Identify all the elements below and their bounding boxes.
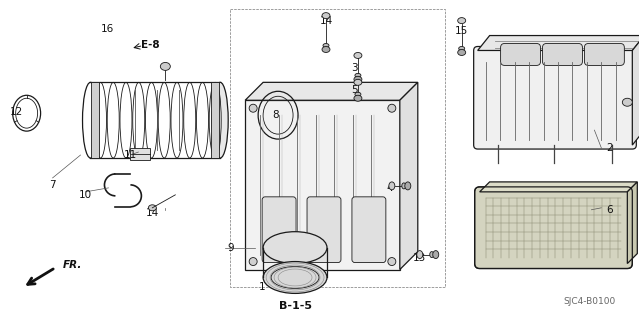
Text: 6: 6 bbox=[606, 205, 612, 215]
FancyBboxPatch shape bbox=[474, 47, 636, 149]
Text: 8: 8 bbox=[272, 110, 278, 120]
FancyBboxPatch shape bbox=[500, 43, 541, 65]
Text: 13: 13 bbox=[413, 253, 426, 263]
FancyBboxPatch shape bbox=[262, 197, 296, 263]
Ellipse shape bbox=[354, 76, 362, 82]
Ellipse shape bbox=[354, 79, 362, 85]
Polygon shape bbox=[632, 35, 640, 145]
Ellipse shape bbox=[354, 52, 362, 58]
Ellipse shape bbox=[459, 47, 465, 50]
Ellipse shape bbox=[148, 205, 156, 211]
Text: 16: 16 bbox=[101, 24, 114, 33]
Ellipse shape bbox=[212, 82, 228, 158]
Text: FR.: FR. bbox=[63, 260, 82, 270]
Polygon shape bbox=[400, 82, 418, 270]
FancyBboxPatch shape bbox=[307, 197, 341, 263]
Ellipse shape bbox=[263, 232, 327, 263]
Text: 5: 5 bbox=[351, 85, 358, 95]
Ellipse shape bbox=[388, 257, 396, 265]
Ellipse shape bbox=[458, 49, 466, 56]
Bar bbox=[245, 100, 400, 270]
Ellipse shape bbox=[354, 95, 362, 101]
Text: SJC4-B0100: SJC4-B0100 bbox=[563, 297, 616, 306]
Text: 14: 14 bbox=[319, 16, 333, 26]
Ellipse shape bbox=[161, 63, 170, 70]
Ellipse shape bbox=[458, 18, 466, 24]
Ellipse shape bbox=[355, 92, 361, 96]
Ellipse shape bbox=[622, 98, 632, 106]
Polygon shape bbox=[627, 182, 637, 263]
Text: 4: 4 bbox=[387, 183, 393, 193]
Text: 12: 12 bbox=[10, 107, 23, 117]
FancyBboxPatch shape bbox=[475, 187, 632, 269]
Ellipse shape bbox=[323, 43, 329, 48]
Bar bbox=[131, 148, 150, 160]
Ellipse shape bbox=[417, 251, 423, 259]
Ellipse shape bbox=[249, 104, 257, 112]
Ellipse shape bbox=[249, 257, 257, 265]
Text: 11: 11 bbox=[124, 150, 137, 160]
Text: 3: 3 bbox=[351, 63, 358, 73]
FancyBboxPatch shape bbox=[352, 197, 386, 263]
Ellipse shape bbox=[355, 73, 361, 78]
FancyBboxPatch shape bbox=[584, 43, 625, 65]
Polygon shape bbox=[245, 82, 418, 100]
Ellipse shape bbox=[322, 13, 330, 19]
Text: 15: 15 bbox=[455, 26, 468, 35]
Polygon shape bbox=[479, 182, 637, 192]
FancyBboxPatch shape bbox=[543, 43, 582, 65]
Text: 14: 14 bbox=[146, 208, 159, 218]
Text: 10: 10 bbox=[79, 190, 92, 200]
Ellipse shape bbox=[322, 47, 330, 52]
Ellipse shape bbox=[433, 251, 439, 259]
Text: 7: 7 bbox=[49, 180, 56, 190]
Polygon shape bbox=[477, 35, 640, 50]
Bar bbox=[211, 82, 220, 158]
Ellipse shape bbox=[430, 252, 434, 257]
Bar bbox=[92, 82, 99, 158]
Text: B-1-5: B-1-5 bbox=[278, 301, 312, 311]
Bar bbox=[230, 9, 445, 287]
Ellipse shape bbox=[405, 182, 411, 190]
Ellipse shape bbox=[263, 262, 327, 293]
Ellipse shape bbox=[402, 183, 406, 189]
Text: 2: 2 bbox=[606, 143, 612, 153]
Ellipse shape bbox=[388, 104, 396, 112]
Ellipse shape bbox=[389, 182, 395, 190]
Text: E-8: E-8 bbox=[141, 41, 160, 50]
Text: 9: 9 bbox=[227, 243, 234, 253]
Text: 1: 1 bbox=[259, 282, 266, 293]
